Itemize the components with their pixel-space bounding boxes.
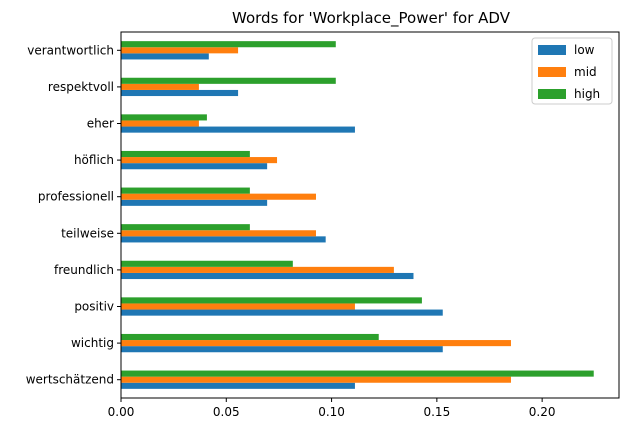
y-tick-label: respektvoll <box>48 80 114 94</box>
bar-high-9 <box>121 370 594 377</box>
bar-mid-7 <box>121 303 355 310</box>
bar-low-9 <box>121 382 355 389</box>
bar-mid-3 <box>121 157 278 164</box>
y-tick-label: wichtig <box>71 336 114 350</box>
plot-frame <box>120 31 620 399</box>
legend-swatch-low <box>538 45 566 55</box>
y-tick-label: professionell <box>38 190 114 204</box>
legend: low mid high <box>531 37 613 105</box>
bar-mid-0 <box>121 47 239 54</box>
bar-mid-5 <box>121 230 316 237</box>
legend-swatch-high <box>538 89 566 99</box>
bar-high-2 <box>121 114 207 121</box>
y-axis: verantwortlich respektvoll eher höflich prof… <box>26 43 121 387</box>
legend-label-mid: mid <box>574 65 597 79</box>
legend-label-high: high <box>574 87 600 101</box>
bar-mid-6 <box>121 266 394 273</box>
bar-high-3 <box>121 150 250 158</box>
y-tick-label: verantwortlich <box>27 43 114 57</box>
x-tick-label: 0.10 <box>318 405 345 419</box>
bar-high-5 <box>121 224 250 231</box>
bar-low-8 <box>121 346 443 353</box>
y-tick-label: teilweise <box>61 226 114 240</box>
bar-low-2 <box>121 126 355 133</box>
y-tick-label: höflich <box>74 153 114 167</box>
bar-high-4 <box>121 187 250 194</box>
bar-low-6 <box>121 272 414 280</box>
legend-swatch-mid <box>538 67 566 77</box>
bar-high-0 <box>121 41 336 48</box>
bar-mid-8 <box>121 340 511 347</box>
y-tick-label: wertschätzend <box>26 373 114 387</box>
chart-title: Words for 'Workplace_Power' for ADV <box>232 9 511 28</box>
bar-high-8 <box>121 333 379 341</box>
bar-mid-2 <box>121 120 199 127</box>
legend-label-low: low <box>574 43 595 57</box>
bars-group <box>121 41 594 389</box>
bar-mid-1 <box>121 83 199 90</box>
x-tick-label: 0.15 <box>423 405 450 419</box>
bar-low-1 <box>121 89 239 97</box>
bar-low-4 <box>121 199 268 206</box>
x-tick-label: 0.05 <box>213 405 240 419</box>
bar-high-1 <box>121 77 336 84</box>
bar-low-3 <box>121 163 268 170</box>
bar-mid-9 <box>121 376 511 383</box>
x-tick-label: 0.00 <box>108 405 135 419</box>
bar-high-7 <box>121 297 422 304</box>
x-axis: 0.00 0.05 0.10 0.15 0.20 <box>108 398 556 419</box>
bar-low-0 <box>121 53 209 60</box>
bar-low-7 <box>121 309 443 316</box>
x-tick-label: 0.20 <box>529 405 556 419</box>
bar-mid-4 <box>121 193 316 200</box>
y-tick-label: positiv <box>74 300 114 314</box>
y-tick-label: freundlich <box>54 263 114 277</box>
bar-low-5 <box>121 236 326 243</box>
y-tick-label: eher <box>87 117 114 131</box>
bar-high-6 <box>121 260 293 267</box>
